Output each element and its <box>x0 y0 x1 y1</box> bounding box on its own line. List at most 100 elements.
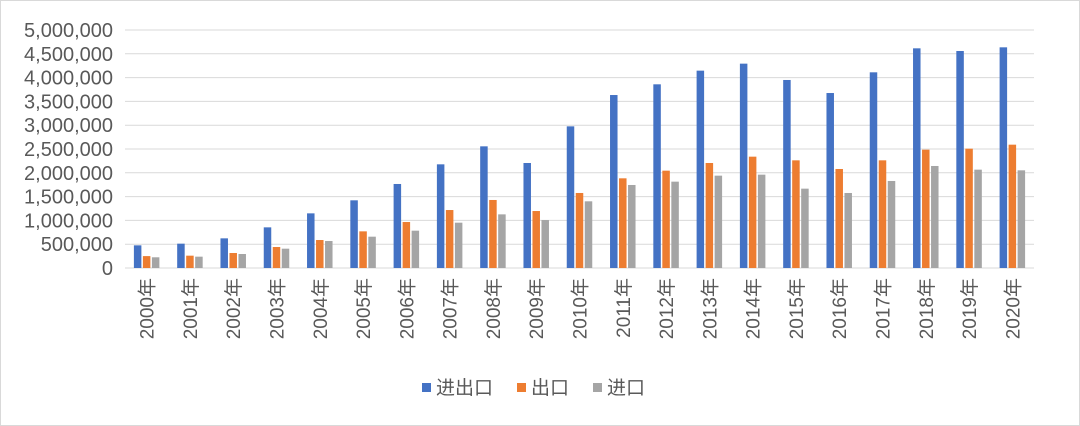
x-tick-label: 2001年 <box>180 278 202 339</box>
bar-进出口 <box>350 200 358 268</box>
bar-出口 <box>445 210 454 268</box>
bar-进口 <box>325 241 333 268</box>
bar-出口 <box>359 231 367 268</box>
y-tick-label: 2,000,000 <box>24 163 113 185</box>
bar-进口 <box>931 165 939 268</box>
bar-进口 <box>671 181 679 268</box>
bar-进口 <box>584 201 593 268</box>
bar-出口 <box>1008 144 1017 268</box>
bar-进口 <box>454 222 463 268</box>
bar-进口 <box>281 248 290 268</box>
x-tick-label: 2016年 <box>829 278 851 339</box>
bar-出口 <box>186 255 194 268</box>
bar-进口 <box>411 230 420 268</box>
bar-进口 <box>151 257 160 268</box>
bar-进出口 <box>307 213 315 268</box>
y-tick-label: 3,000,000 <box>24 115 113 137</box>
x-tick-label: 2020年 <box>1002 278 1024 339</box>
legend-swatch <box>517 383 526 392</box>
x-tick-label: 2011年 <box>613 278 635 338</box>
y-tick-label: 4,000,000 <box>24 68 113 90</box>
bar-出口 <box>792 160 800 268</box>
y-tick-label: 1,500,000 <box>24 187 113 209</box>
y-tick-label: 1,000,000 <box>24 210 113 232</box>
bar-出口 <box>402 222 411 268</box>
x-tick-label: 2008年 <box>483 278 505 339</box>
x-tick-label: 2017年 <box>873 278 895 339</box>
bar-出口 <box>835 168 843 268</box>
bar-出口 <box>878 160 887 268</box>
legend-label: 出口 <box>531 377 569 399</box>
bar-进口 <box>714 175 723 268</box>
y-tick-label: 2,500,000 <box>24 139 113 161</box>
bar-出口 <box>316 240 324 268</box>
bar-进出口 <box>783 79 791 268</box>
bar-进出口 <box>610 95 618 268</box>
bar-进出口 <box>653 84 661 268</box>
bar-进出口 <box>999 47 1008 268</box>
legend-label: 进口 <box>607 377 645 399</box>
bar-进口 <box>1017 170 1026 268</box>
bar-进出口 <box>436 164 445 268</box>
bar-进口 <box>498 214 506 268</box>
y-tick-label: 0 <box>102 258 113 280</box>
x-tick-label: 2003年 <box>267 278 289 339</box>
bar-进口 <box>238 254 246 268</box>
x-tick-label: 2010年 <box>570 278 592 339</box>
bar-进出口 <box>826 93 834 268</box>
bar-进口 <box>974 169 982 268</box>
bar-进出口 <box>696 70 705 269</box>
bar-进出口 <box>263 227 272 268</box>
x-tick-label: 2000年 <box>137 278 159 339</box>
x-tick-label: 2006年 <box>396 278 418 339</box>
x-tick-label: 2005年 <box>353 278 375 339</box>
bar-进出口 <box>177 243 185 268</box>
bar-进口 <box>195 256 203 268</box>
x-tick-label: 2019年 <box>959 278 981 339</box>
bar-出口 <box>748 156 757 268</box>
x-tick-label: 2018年 <box>916 278 938 339</box>
x-tick-label: 2014年 <box>743 278 765 339</box>
bar-进口 <box>801 188 809 268</box>
bar-出口 <box>705 162 714 268</box>
legend-label: 进出口 <box>436 377 493 399</box>
legend-swatch <box>422 383 431 392</box>
x-tick-label: 2009年 <box>526 278 548 339</box>
bar-出口 <box>229 253 237 268</box>
bar-进出口 <box>220 238 228 268</box>
x-tick-label: 2012年 <box>656 278 678 339</box>
bar-出口 <box>662 170 670 268</box>
bar-进出口 <box>566 126 575 268</box>
bar-进口 <box>628 184 636 268</box>
bar-进出口 <box>523 162 531 268</box>
bar-进出口 <box>869 72 878 268</box>
bar-进出口 <box>913 48 921 268</box>
bar-出口 <box>922 149 930 268</box>
bar-出口 <box>142 256 151 268</box>
bar-出口 <box>965 148 973 268</box>
bar-出口 <box>575 192 584 268</box>
x-tick-label: 2015年 <box>786 278 808 339</box>
y-tick-label: 3,500,000 <box>24 91 113 113</box>
bar-进出口 <box>739 63 748 268</box>
bar-进口 <box>541 220 549 268</box>
bar-进出口 <box>480 146 488 268</box>
bar-出口 <box>532 211 540 268</box>
bar-进口 <box>757 174 766 268</box>
bar-进出口 <box>133 245 142 268</box>
bar-出口 <box>489 199 497 268</box>
bar-进出口 <box>393 183 402 268</box>
x-tick-label: 2013年 <box>699 278 721 339</box>
bar-出口 <box>272 247 281 268</box>
x-tick-label: 2007年 <box>440 278 462 339</box>
y-tick-label: 5,000,000 <box>24 20 113 42</box>
x-tick-label: 2002年 <box>223 278 245 339</box>
bar-进口 <box>887 180 896 268</box>
bar-进口 <box>368 236 376 268</box>
bar-进口 <box>844 192 852 268</box>
y-tick-label: 4,500,000 <box>24 44 113 66</box>
y-tick-label: 500,000 <box>41 234 113 256</box>
legend-swatch <box>593 383 602 392</box>
